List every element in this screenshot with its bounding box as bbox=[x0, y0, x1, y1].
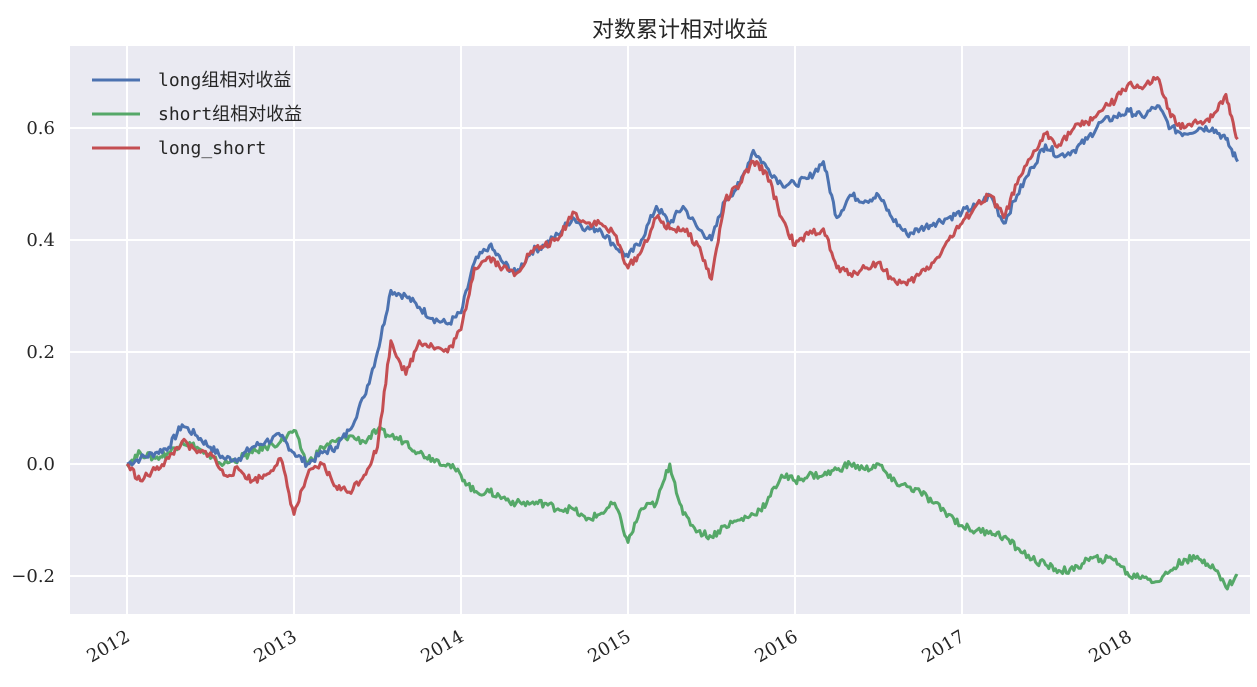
legend-label: long组相对收益 bbox=[158, 70, 291, 91]
series-lines bbox=[125, 75, 1239, 591]
x-tick-label: 2016 bbox=[751, 626, 801, 667]
y-tick-label: 0.0 bbox=[26, 454, 55, 475]
chart-title: 对数累计相对收益 bbox=[592, 18, 768, 43]
y-tick-label: 0.2 bbox=[26, 342, 55, 363]
x-tick-label: 2013 bbox=[250, 626, 300, 667]
legend-label: short组相对收益 bbox=[158, 104, 302, 125]
x-tick-label: 2018 bbox=[1085, 626, 1135, 667]
x-tick-label: 2017 bbox=[918, 626, 968, 667]
y-tick-label: −0.2 bbox=[11, 566, 55, 587]
y-tick-label: 0.6 bbox=[26, 118, 55, 139]
x-tick-label: 2015 bbox=[584, 626, 634, 667]
gridlines bbox=[70, 46, 1250, 614]
legend-label: long_short bbox=[158, 138, 266, 159]
series-line-2 bbox=[125, 75, 1239, 516]
x-tick-label: 2014 bbox=[417, 626, 467, 667]
x-tick-label: 2012 bbox=[83, 626, 133, 667]
y-tick-label: 0.4 bbox=[26, 230, 55, 251]
series-line-0 bbox=[126, 104, 1239, 468]
y-axis-ticks: −0.2 0.0 0.2 0.4 0.6 bbox=[11, 118, 55, 587]
x-axis-ticks: 2012 2013 2014 2015 2016 2017 2018 bbox=[83, 626, 1135, 667]
legend: long组相对收益 short组相对收益 long_short bbox=[92, 70, 302, 159]
